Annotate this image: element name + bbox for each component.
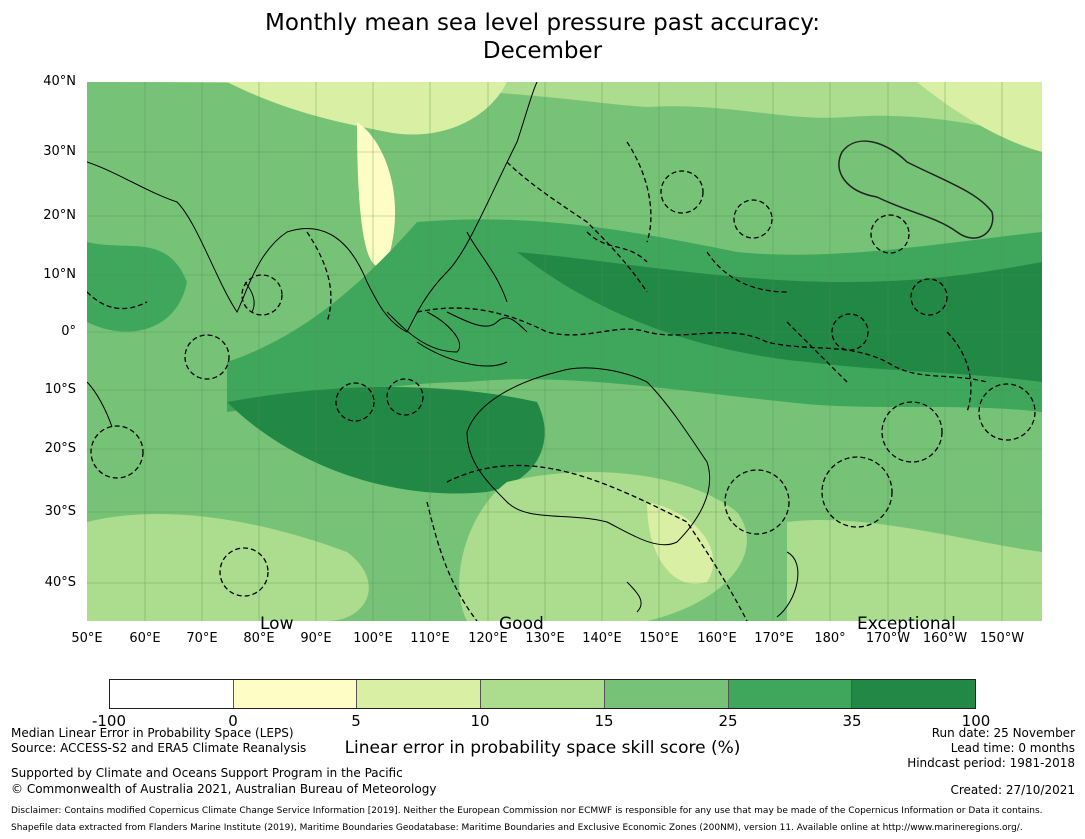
- skill-region-north: [87, 82, 1042, 142]
- colorbar-tick-5: 15: [594, 712, 614, 730]
- high-seas-boundary: [838, 140, 994, 239]
- footer-created: Created: 27/10/2021: [950, 783, 1075, 797]
- footer-run-date: Run date: 25 November: [931, 726, 1075, 740]
- lon-label-170w: 170°W: [865, 631, 911, 646]
- colorbar-tick-8: 100: [961, 712, 991, 730]
- colorbar-tick-7: 35: [842, 712, 862, 730]
- lon-label-130e: 130°E: [525, 631, 565, 646]
- colorbar-swatch-4: [481, 680, 605, 708]
- lat-label-30s: 30°S: [44, 504, 76, 519]
- lon-label-160w: 160°W: [922, 631, 968, 646]
- skill-map: [87, 82, 1042, 621]
- colorbar-swatch-6: [728, 680, 853, 708]
- skill-region-australia: [459, 472, 747, 621]
- colorbar: [109, 679, 976, 709]
- lon-label-120e: 120°E: [468, 631, 508, 646]
- footer-shapefile-credit: Shapefile data extracted from Flanders M…: [11, 823, 1023, 833]
- footer-support: Supported by Climate and Oceans Support …: [11, 766, 403, 780]
- footer-hindcast: Hindcast period: 1981-2018: [907, 756, 1075, 770]
- colorbar-label: Linear error in probability space skill …: [344, 738, 741, 758]
- skill-region-arabia: [227, 82, 507, 135]
- skill-label-exceptional: Exceptional: [857, 614, 956, 634]
- lat-label-30n: 30°N: [43, 144, 76, 159]
- lon-label-50e: 50°E: [71, 631, 103, 646]
- footer-leps: Median Linear Error in Probability Space…: [11, 726, 294, 740]
- chart-title-line2: December: [482, 38, 603, 64]
- skill-region-east-aus: [647, 502, 714, 584]
- footer-disclaimer: Disclaimer: Contains modified Copernicus…: [11, 806, 1043, 816]
- lon-label-70e: 70°E: [186, 631, 218, 646]
- map-gridlines: [87, 82, 1042, 621]
- lon-label-180: 180°: [814, 631, 846, 646]
- colorbar-swatch-7: [852, 680, 976, 708]
- skill-region-south-pacific: [787, 519, 1042, 621]
- skill-region-west-indian: [87, 242, 187, 332]
- lon-label-160e: 160°E: [697, 631, 737, 646]
- skill-label-low: Low: [260, 614, 294, 634]
- lon-label-150w: 150°W: [979, 631, 1025, 646]
- lon-label-150e: 150°E: [639, 631, 679, 646]
- eez-boundaries: [87, 141, 1036, 621]
- colorbar-tick-6: 25: [718, 712, 738, 730]
- chart-title-line1: Monthly mean sea level pressure past acc…: [265, 10, 820, 36]
- colorbar-tick-3: 5: [351, 712, 361, 730]
- colorbar-swatch-2: [233, 680, 358, 708]
- lat-label-40n: 40°N: [43, 74, 76, 89]
- map-panel: [87, 82, 1042, 621]
- lon-label-140e: 140°E: [582, 631, 622, 646]
- skill-region-indian-dark: [227, 387, 545, 494]
- lon-label-90e: 90°E: [300, 631, 332, 646]
- lat-label-40s: 40°S: [44, 575, 76, 590]
- footer-source: Source: ACCESS-S2 and ERA5 Climate Reana…: [11, 741, 307, 755]
- colorbar-swatch-5: [604, 680, 729, 708]
- lon-label-60e: 60°E: [129, 631, 161, 646]
- colorbar-tick-1: -100: [91, 712, 127, 730]
- skill-region-south-indian: [87, 513, 369, 621]
- skill-region-equator-dark: [517, 252, 1042, 382]
- lat-label-10n: 10°N: [43, 267, 76, 282]
- lon-label-110e: 110°E: [410, 631, 450, 646]
- colorbar-swatch-1: [110, 680, 234, 708]
- skill-label-good: Good: [499, 614, 544, 634]
- colorbar-swatch-3: [357, 680, 482, 708]
- lon-label-170e: 170°E: [754, 631, 794, 646]
- coastlines: [87, 82, 799, 618]
- colorbar-tick-2: 0: [228, 712, 238, 730]
- skill-region-asia-low: [357, 122, 396, 267]
- footer-copyright: © Commonwealth of Australia 2021, Austra…: [11, 782, 437, 796]
- footer-lead-time: Lead time: 0 months: [950, 741, 1075, 755]
- lat-label-20s: 20°S: [44, 441, 76, 456]
- skill-region-ne-pacific: [917, 82, 1042, 152]
- lat-label-10s: 10°S: [44, 382, 76, 397]
- lat-label-20n: 20°N: [43, 208, 76, 223]
- colorbar-tick-4: 10: [470, 712, 490, 730]
- lon-label-80e: 80°E: [243, 631, 275, 646]
- lat-label-0: 0°: [61, 324, 76, 339]
- lon-label-100e: 100°E: [353, 631, 393, 646]
